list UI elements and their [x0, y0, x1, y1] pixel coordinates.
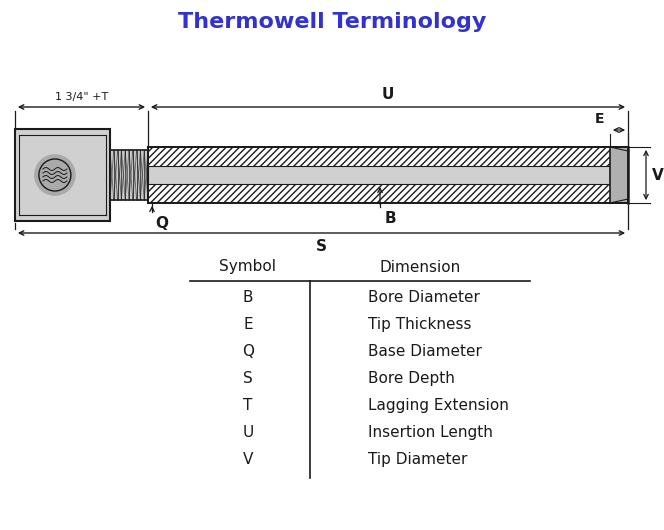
Bar: [15, 129, 110, 221]
Text: Q: Q: [242, 343, 254, 359]
Bar: [148, 147, 628, 203]
Text: S: S: [316, 239, 327, 254]
Text: B: B: [243, 290, 253, 305]
Text: U: U: [382, 87, 394, 102]
Text: U: U: [242, 425, 254, 440]
Text: Symbol: Symbol: [220, 260, 276, 275]
Text: Dimension: Dimension: [379, 260, 461, 275]
Bar: [610, 147, 628, 203]
Text: V: V: [243, 452, 253, 467]
Text: Bore Depth: Bore Depth: [368, 370, 455, 386]
Text: T: T: [243, 398, 253, 413]
Text: 1 3/4" +T: 1 3/4" +T: [55, 92, 108, 102]
Text: E: E: [243, 317, 253, 332]
Text: Tip Diameter: Tip Diameter: [368, 452, 467, 467]
Circle shape: [35, 155, 75, 195]
Text: Base Diameter: Base Diameter: [368, 343, 482, 359]
Bar: [110, 150, 148, 200]
Text: Lagging Extension: Lagging Extension: [368, 398, 509, 413]
Text: B: B: [385, 211, 396, 226]
Text: S: S: [243, 370, 253, 386]
Bar: [148, 166, 610, 184]
Text: V: V: [652, 167, 664, 182]
Text: Insertion Length: Insertion Length: [368, 425, 493, 440]
Text: Thermowell Terminology: Thermowell Terminology: [178, 12, 486, 32]
Text: Q: Q: [155, 216, 168, 231]
Text: E: E: [595, 112, 605, 126]
Text: Tip Thickness: Tip Thickness: [368, 317, 471, 332]
Text: Bore Diameter: Bore Diameter: [368, 290, 480, 305]
